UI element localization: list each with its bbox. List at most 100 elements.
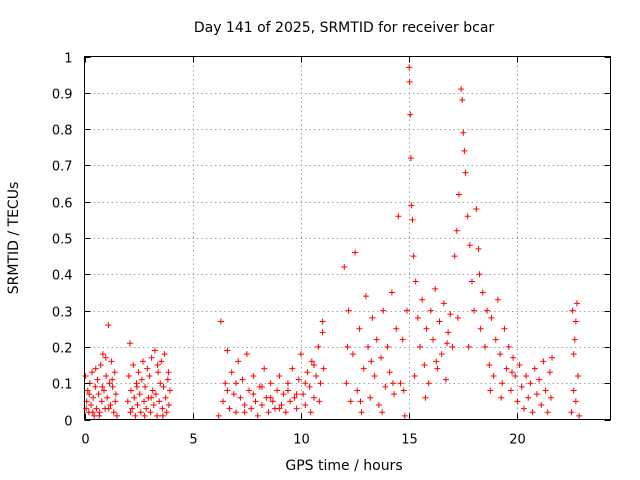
data-point (317, 380, 324, 387)
data-point (527, 380, 534, 387)
data-point (252, 398, 259, 405)
data-point (217, 318, 224, 325)
data-point (159, 405, 166, 412)
data-point (458, 86, 465, 93)
data-point (494, 296, 501, 303)
data-point (102, 354, 109, 361)
data-point (136, 391, 143, 398)
axis-ticks: 00.10.20.30.40.50.60.70.80.910 5 10 15 20 (52, 52, 611, 448)
data-point (90, 394, 97, 401)
x-tick-label: 5 (189, 433, 197, 448)
y-tick-label: 0.3 (52, 306, 73, 321)
data-point (492, 336, 499, 343)
data-point (235, 358, 242, 365)
data-point (96, 412, 103, 419)
data-point (138, 376, 145, 383)
data-point (432, 285, 439, 292)
data-point (520, 405, 527, 412)
data-point (295, 376, 302, 383)
data-point (224, 347, 231, 354)
data-point (459, 97, 466, 104)
data-point (258, 383, 265, 390)
data-point (380, 307, 387, 314)
data-point (280, 391, 287, 398)
data-point (132, 412, 139, 419)
data-point (160, 383, 167, 390)
data-point (570, 351, 577, 358)
data-point (358, 409, 365, 416)
data-point (287, 398, 294, 405)
data-point (422, 394, 429, 401)
data-point (518, 383, 525, 390)
data-point (343, 380, 350, 387)
data-point (572, 318, 579, 325)
data-point (141, 398, 148, 405)
y-tick-label: 0.9 (52, 88, 73, 103)
data-point (319, 329, 326, 336)
data-point (99, 351, 106, 358)
data-point (464, 213, 471, 220)
data-point (165, 401, 172, 408)
data-point (503, 365, 510, 372)
data-point (111, 369, 118, 376)
data-point (357, 398, 364, 405)
data-point (525, 394, 532, 401)
data-point (509, 369, 516, 376)
data-point (142, 383, 149, 390)
data-point (274, 387, 281, 394)
data-point (542, 387, 549, 394)
data-point (269, 398, 276, 405)
data-point (243, 351, 250, 358)
data-point (307, 409, 314, 416)
data-point (151, 347, 158, 354)
data-point (278, 401, 285, 408)
data-point (476, 271, 483, 278)
data-point (447, 311, 454, 318)
data-point (107, 401, 114, 408)
data-point (112, 391, 119, 398)
data-point (94, 376, 101, 383)
data-point (538, 401, 545, 408)
data-point (148, 354, 155, 361)
data-point (310, 362, 317, 369)
data-point (289, 365, 296, 372)
data-point (161, 351, 168, 358)
data-point (475, 245, 482, 252)
data-point (100, 387, 107, 394)
data-point (412, 278, 419, 285)
data-point (215, 412, 222, 419)
data-point (127, 409, 134, 416)
data-point (571, 336, 578, 343)
data-point (130, 362, 137, 369)
data-point (313, 372, 320, 379)
data-point (440, 300, 447, 307)
data-point (105, 322, 112, 329)
data-point (406, 64, 413, 71)
data-point (105, 405, 112, 412)
data-point (576, 412, 583, 419)
data-point (99, 383, 106, 390)
x-tick-label: 20 (509, 433, 526, 448)
data-point (131, 394, 138, 401)
data-point (411, 372, 418, 379)
data-point (89, 369, 96, 376)
data-point (93, 405, 100, 412)
data-point (141, 412, 148, 419)
data-point (112, 398, 119, 405)
data-point (164, 376, 171, 383)
data-point (433, 358, 440, 365)
y-tick-label: 0.7 (52, 160, 73, 175)
data-point (254, 412, 261, 419)
data-point (222, 380, 229, 387)
data-point (284, 387, 291, 394)
data-point (167, 387, 174, 394)
data-point (549, 354, 556, 361)
data-point (507, 387, 514, 394)
data-point (397, 380, 404, 387)
data-point (230, 391, 237, 398)
data-point (477, 325, 484, 332)
y-tick-label: 0.2 (52, 342, 73, 357)
data-point (445, 329, 452, 336)
data-point (487, 387, 494, 394)
data-point (512, 372, 519, 379)
